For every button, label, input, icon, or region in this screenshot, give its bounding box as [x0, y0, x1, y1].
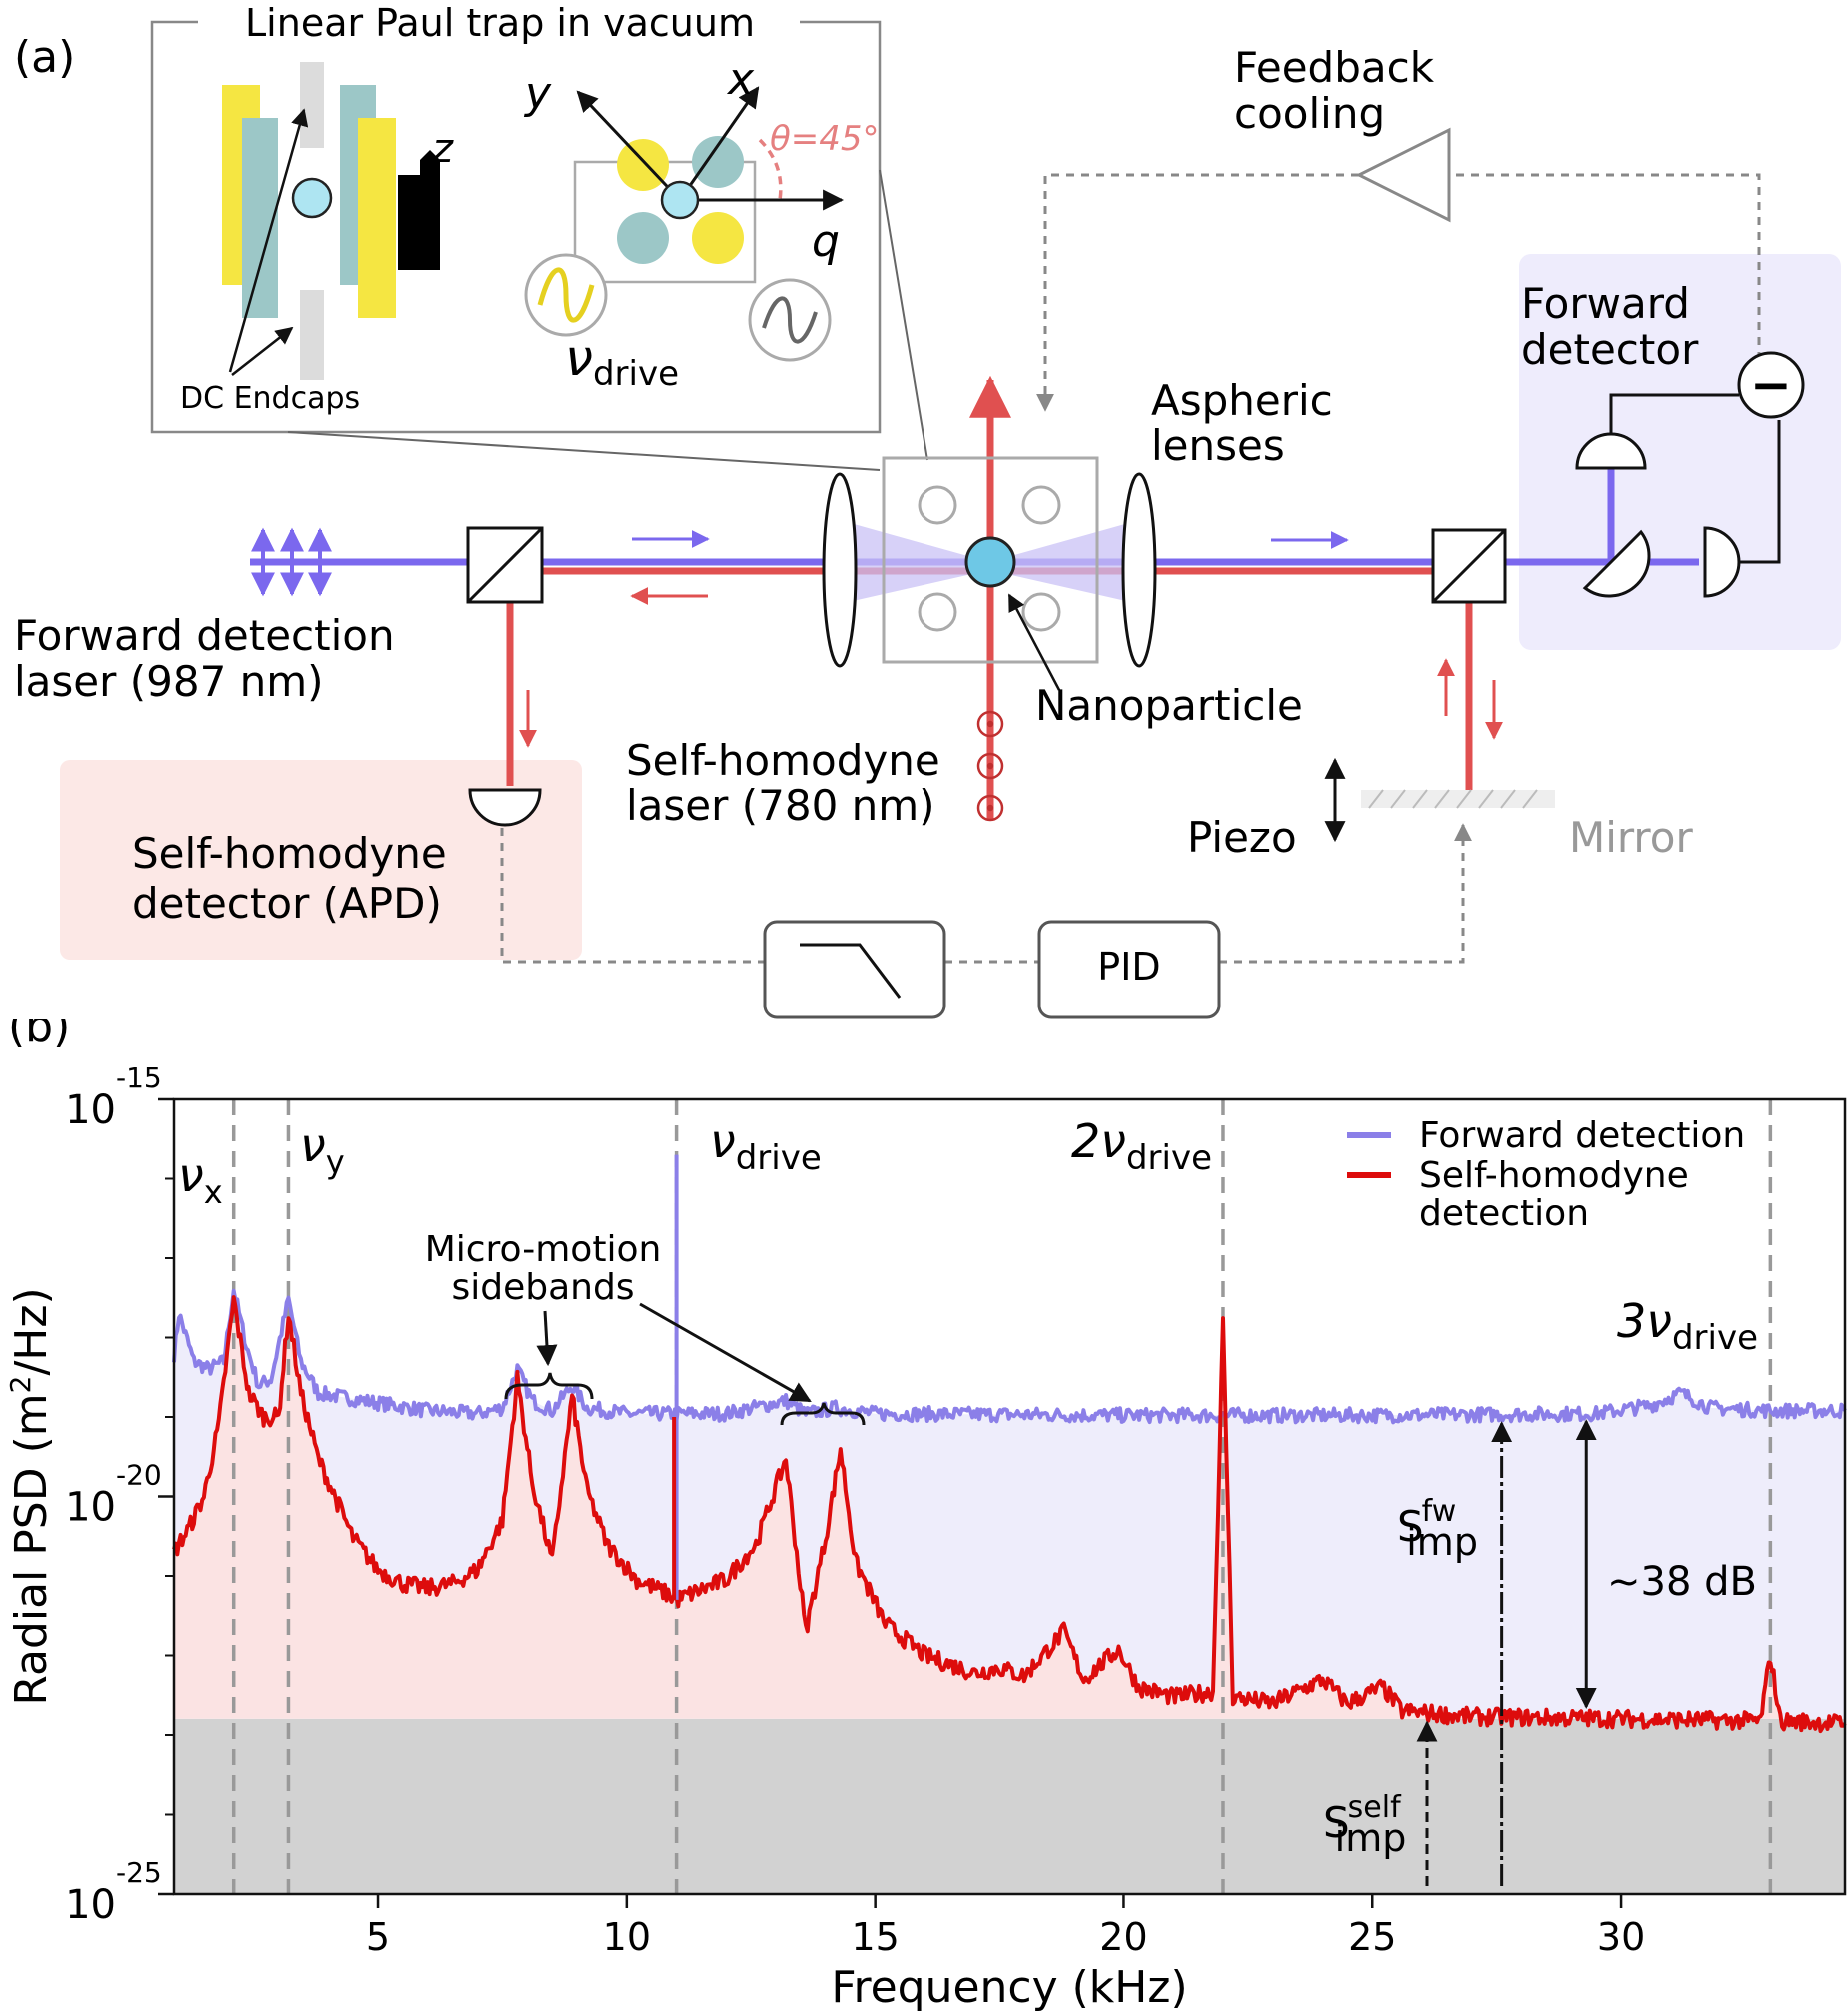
piezo-label: Piezo: [1187, 813, 1297, 862]
plot-area: [174, 1099, 1845, 1894]
y-tick-exp--20: -20: [116, 1459, 162, 1492]
center-particle: [660, 180, 700, 220]
mirror: [1361, 790, 1555, 808]
nu-drive-inset: νdrive: [565, 329, 679, 394]
mm-label-2: sidebands: [451, 1267, 634, 1308]
psd-chart: (b) 5 10 15 20 25 3010-1510-2010-25Frequency …: [4, 1019, 1847, 2013]
x-tick-label-10: 10: [603, 1915, 651, 1959]
y-tick-label--20: 10: [65, 1485, 116, 1531]
forward-diode-top: [1575, 432, 1647, 470]
marker-nu-y: νy: [300, 1118, 345, 1181]
annotation-arrows: [1416, 1419, 1597, 1886]
marker-nu-x: νx: [178, 1148, 223, 1211]
rod-yellow-1: [617, 139, 669, 191]
theta-label: θ=45°: [770, 119, 880, 159]
s-fw-label: Sfw imp: [1397, 1494, 1478, 1564]
forward-laser-label-2: laser (987 nm): [14, 657, 324, 706]
axis-q-label: q: [812, 216, 840, 267]
feedback-label-1: Feedback: [1234, 43, 1435, 92]
forward-detector-label-1: Forward: [1521, 279, 1690, 328]
endcap-top: [300, 62, 324, 148]
legend-forward: Forward detection: [1419, 1115, 1745, 1156]
sideband-brace-1: [504, 1372, 594, 1400]
legend-self-line-2: detection: [1419, 1193, 1589, 1234]
lens-left: [822, 472, 858, 668]
y-tick-label--25: 10: [65, 1882, 116, 1928]
x-tick-label-5: 5: [366, 1915, 390, 1959]
y-tick-exp--25: -25: [116, 1856, 162, 1889]
subtractor-minus: −: [1750, 356, 1792, 414]
rod-yellow-2: [692, 212, 744, 264]
nanoparticle: [964, 536, 1016, 588]
sh-detector-label-2: detector (APD): [132, 879, 442, 928]
series-layer: [172, 1154, 1847, 1734]
sideband-brace-2: [780, 1402, 866, 1426]
trapped-particle: [291, 177, 333, 219]
rod-teal-1: [692, 136, 744, 188]
feedback-label-2: cooling: [1234, 89, 1385, 138]
panel-b-label: (b): [8, 1019, 70, 1052]
trap-title: Linear Paul trap in vacuum: [245, 1, 755, 45]
self-homodyne-photodiode: [468, 788, 542, 827]
forward-detector-label-2: detector: [1521, 325, 1699, 374]
feedback-amplifier: [1355, 127, 1451, 223]
mirror-label: Mirror: [1569, 813, 1693, 862]
s-self-label: Sself imp: [1323, 1790, 1406, 1860]
aspheric-label-2: lenses: [1151, 421, 1285, 470]
rod-teal-2: [617, 212, 669, 264]
noise-floor-region: [174, 1718, 1845, 1894]
pid-label: PID: [1097, 945, 1160, 989]
trap-chamber: [882, 456, 1099, 664]
endcap-bottom: [300, 290, 324, 380]
inset-connector: [287, 431, 881, 471]
camera-block: [398, 150, 440, 270]
axis-z-label: z: [431, 126, 454, 172]
panel-a-label: (a): [14, 32, 75, 83]
mm-label-1: Micro-motion: [425, 1229, 662, 1270]
marker-drive: νdrive: [710, 1114, 822, 1178]
axis-y-label: y: [523, 68, 552, 119]
series-forward-detection: [172, 1288, 1847, 1425]
aspheric-label-1: Aspheric: [1151, 376, 1333, 425]
axis-x-label: x: [726, 54, 755, 105]
sh-laser-label-1: Self-homodyne: [626, 736, 940, 785]
polarization-circles: [976, 710, 1004, 822]
legend-self-line-1: Self-homodyne: [1419, 1155, 1689, 1196]
y-tick-exp--15: -15: [116, 1061, 162, 1094]
y-tick-label--15: 10: [65, 1087, 116, 1133]
polarization-arrows: [251, 527, 332, 597]
series-self-homodyne: [172, 1295, 1847, 1734]
marker-2drive: 2νdrive: [1071, 1114, 1212, 1178]
legend: Forward detection Self-homodyne detectio…: [1347, 1115, 1745, 1234]
forward-diode-right: [1703, 526, 1741, 598]
self-homodyne-shade: [174, 1299, 1845, 1719]
sh-laser-label-2: laser (780 nm): [626, 781, 935, 830]
forward-laser-label-1: Forward detection: [14, 611, 395, 660]
x-tick-label-15: 15: [851, 1915, 899, 1959]
x-axis-label: Frequency (kHz): [831, 1962, 1187, 2013]
marker-3drive: 3νdrive: [1617, 1294, 1758, 1358]
electrode-yellow-right: [358, 118, 396, 318]
x-tick-label-30: 30: [1597, 1915, 1645, 1959]
y-axis-label: Radial PSD (m2/Hz): [4, 1287, 57, 1705]
x-tick-label-25: 25: [1348, 1915, 1396, 1959]
feedback-line: [1447, 173, 1761, 360]
forward-beam-splitter-d: [1582, 529, 1651, 598]
nanoparticle-label: Nanoparticle: [1035, 681, 1303, 730]
x-tick-label-20: 20: [1099, 1915, 1147, 1959]
subtractor: [1737, 351, 1805, 419]
db-label: ~38 dB: [1607, 1559, 1757, 1605]
setup-schematic: (a) Linear Paul trap in vacuum z DC Endc…: [14, 1, 1841, 1019]
lowpass-filter: [763, 920, 946, 1019]
self-homodyne-detector-box: [60, 760, 582, 960]
pid-controller: [1037, 920, 1221, 1019]
sh-detector-label-1: Self-homodyne: [132, 829, 447, 878]
inset-connector-2: [879, 169, 928, 461]
dc-endcaps-label: DC Endcaps: [180, 381, 360, 416]
lens-right: [1121, 472, 1157, 668]
electrode-teal-left: [242, 118, 278, 318]
